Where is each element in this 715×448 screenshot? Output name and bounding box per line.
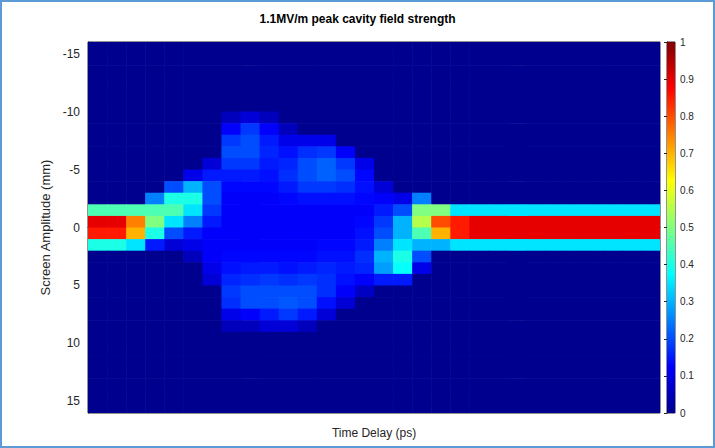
svg-text:0: 0 [680,408,686,419]
svg-text:-15: -15 [63,47,81,61]
svg-text:0.9: 0.9 [680,74,694,85]
svg-text:15: 15 [67,394,81,408]
svg-text:0.4: 0.4 [680,259,694,270]
svg-text:10: 10 [67,336,81,350]
svg-text:0.5: 0.5 [680,222,694,233]
svg-text:0.1: 0.1 [680,370,694,381]
svg-text:0.3: 0.3 [680,296,694,307]
svg-text:-5: -5 [69,163,80,177]
svg-text:5: 5 [73,278,80,292]
svg-text:0.7: 0.7 [680,148,694,159]
svg-text:0: 0 [73,221,80,235]
svg-text:0.2: 0.2 [680,333,694,344]
svg-text:-10: -10 [63,105,81,119]
svg-text:0.8: 0.8 [680,111,694,122]
svg-text:1: 1 [680,37,686,48]
svg-text:Time Delay (ps): Time Delay (ps) [332,426,416,440]
svg-text:0.6: 0.6 [680,185,694,196]
svg-text:Screen Amplitude (mm): Screen Amplitude (mm) [38,160,53,296]
svg-text:1.1MV/m peak cavity field stre: 1.1MV/m peak cavity field strength [259,12,455,26]
